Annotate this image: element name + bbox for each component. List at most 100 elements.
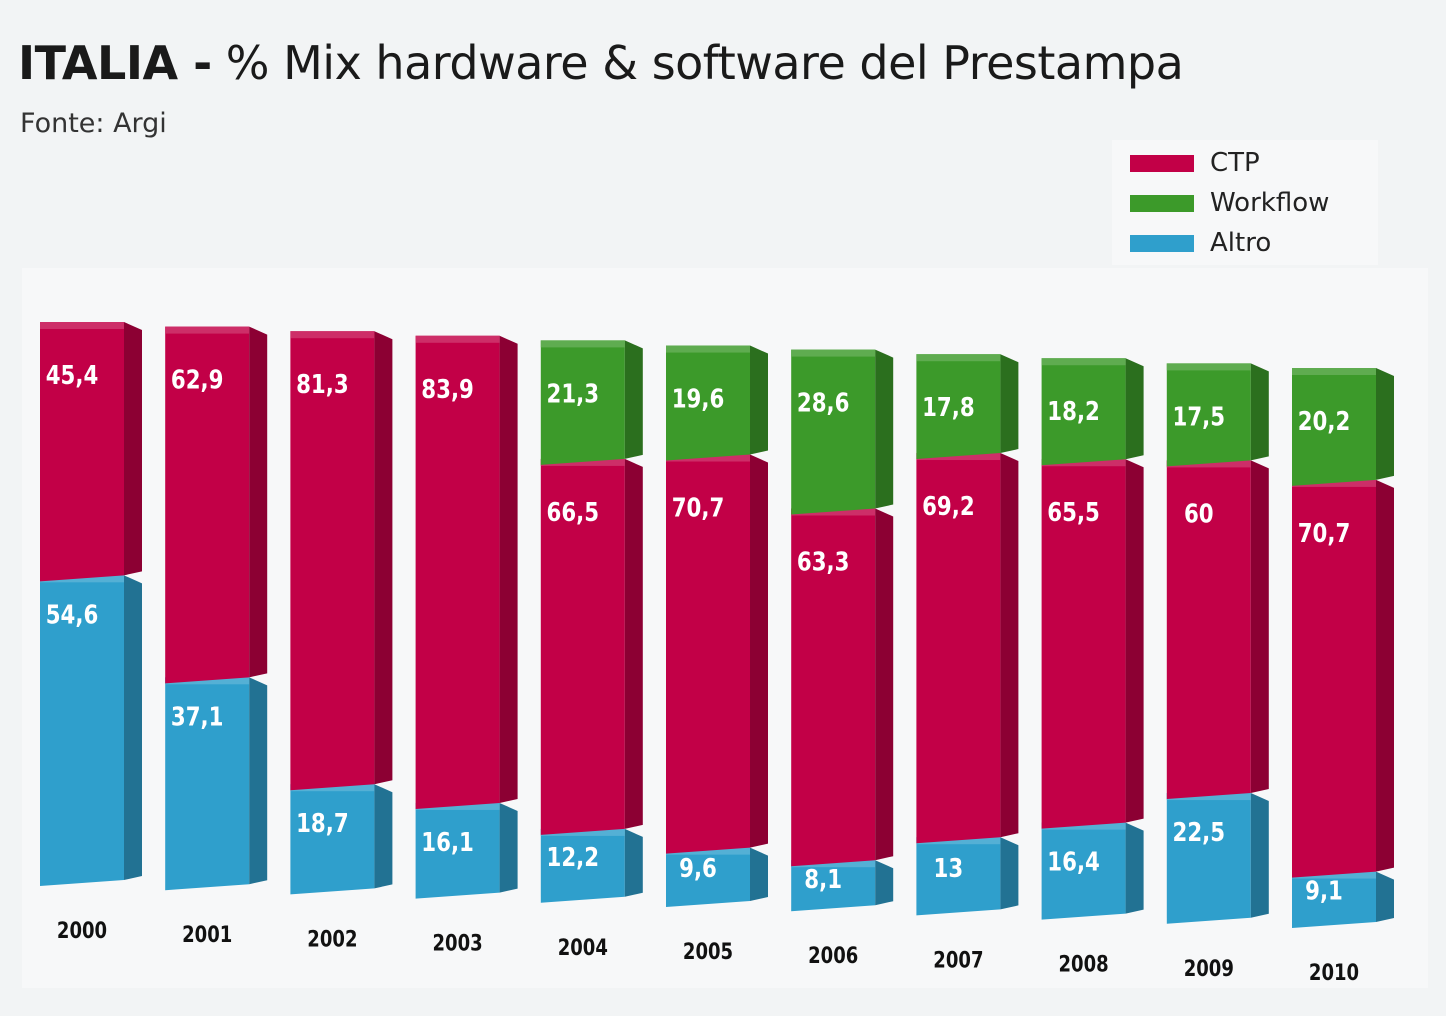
x-tick-label-2003: 2003 bbox=[433, 930, 483, 956]
bar-side-altro-2003 bbox=[499, 802, 518, 893]
bar-side-altro-2007 bbox=[1000, 837, 1019, 910]
value-label-workflow-2005: 19,6 bbox=[672, 383, 725, 414]
x-tick-label-2007: 2007 bbox=[933, 947, 983, 973]
value-label-workflow-2004: 21,3 bbox=[547, 378, 600, 409]
value-label-ctp-2005: 70,7 bbox=[672, 492, 725, 523]
legend-swatch-altro bbox=[1130, 234, 1194, 252]
legend-label-ctp: CTP bbox=[1210, 148, 1260, 178]
bar-top-ctp-2000 bbox=[40, 322, 124, 329]
legend-item-ctp: CTP bbox=[1130, 148, 1260, 178]
bar-side-ctp-2004 bbox=[624, 458, 643, 829]
bar-top-altro-2002 bbox=[290, 784, 375, 792]
bar-side-ctp-2000 bbox=[124, 322, 142, 576]
bar-side-ctp-2005 bbox=[750, 454, 768, 848]
value-label-ctp-2006: 63,3 bbox=[797, 546, 850, 577]
legend-swatch-workflow bbox=[1130, 194, 1194, 212]
x-tick-label-2009: 2009 bbox=[1184, 955, 1234, 981]
bar-altro-2003 bbox=[415, 802, 500, 899]
value-label-altro-2002: 18,7 bbox=[296, 808, 349, 839]
bar-ctp-2009 bbox=[1166, 460, 1251, 800]
title-bold: ITALIA - bbox=[18, 36, 212, 90]
value-label-altro-2000: 54,6 bbox=[46, 599, 99, 630]
bar-side-altro-2006 bbox=[875, 860, 894, 906]
bar-top-ctp-2001 bbox=[165, 326, 250, 334]
bar-side-ctp-2008 bbox=[1125, 459, 1144, 823]
bar-top-ctp-2007 bbox=[916, 453, 1001, 461]
value-label-workflow-2007: 17,8 bbox=[922, 392, 975, 423]
value-label-ctp-2001: 62,9 bbox=[171, 365, 224, 396]
bar-workflow-2007 bbox=[916, 354, 1001, 460]
bar-top-workflow-2007 bbox=[916, 354, 1001, 362]
bar-top-ctp-2010 bbox=[1292, 479, 1376, 487]
bar-side-altro-2000 bbox=[124, 575, 142, 880]
bar-altro-2000 bbox=[40, 575, 124, 886]
bar-top-workflow-2005 bbox=[666, 345, 750, 353]
bar-side-workflow-2007 bbox=[1000, 354, 1019, 454]
bar-top-altro-2006 bbox=[791, 860, 876, 868]
legend-item-workflow: Workflow bbox=[1130, 188, 1329, 218]
bar-altro-2008 bbox=[1041, 822, 1126, 920]
bar-top-altro-2009 bbox=[1166, 793, 1251, 801]
value-label-workflow-2008: 18,2 bbox=[1047, 396, 1100, 427]
bar-workflow-2010 bbox=[1292, 368, 1376, 486]
value-label-altro-2003: 16,1 bbox=[421, 827, 474, 858]
value-label-ctp-2002: 81,3 bbox=[296, 369, 349, 400]
bar-top-workflow-2010 bbox=[1292, 368, 1376, 375]
bar-side-altro-2009 bbox=[1250, 793, 1269, 918]
bar-ctp-2006 bbox=[791, 508, 876, 867]
bar-side-ctp-2001 bbox=[249, 326, 268, 678]
chart-title: ITALIA - % Mix hardware & software del P… bbox=[18, 36, 1184, 90]
bar-top-altro-2000 bbox=[40, 575, 124, 583]
bar-top-ctp-2005 bbox=[666, 454, 750, 462]
value-label-ctp-2009: 60 bbox=[1184, 498, 1214, 529]
x-tick-label-2000: 2000 bbox=[57, 917, 107, 943]
value-label-altro-2005: 9,6 bbox=[679, 853, 717, 884]
x-tick-label-2004: 2004 bbox=[558, 934, 608, 960]
bar-altro-2010 bbox=[1292, 871, 1376, 928]
value-label-ctp-2010: 70,7 bbox=[1298, 518, 1351, 549]
bar-side-ctp-2006 bbox=[875, 508, 894, 861]
bar-workflow-2006 bbox=[791, 349, 876, 515]
bar-side-ctp-2003 bbox=[499, 335, 518, 803]
x-tick-label-2005: 2005 bbox=[683, 938, 733, 964]
bar-top-ctp-2002 bbox=[290, 331, 375, 339]
value-label-altro-2007: 13 bbox=[934, 853, 964, 884]
bar-side-ctp-2002 bbox=[374, 331, 393, 785]
bar-top-ctp-2003 bbox=[415, 335, 500, 343]
bar-top-altro-2005 bbox=[666, 847, 750, 855]
value-label-altro-2010: 9,1 bbox=[1305, 876, 1343, 907]
bar-side-workflow-2006 bbox=[875, 349, 894, 509]
bar-top-altro-2004 bbox=[540, 828, 625, 836]
chart-legend: CTP Workflow Altro bbox=[1112, 140, 1378, 265]
value-label-ctp-2008: 65,5 bbox=[1047, 497, 1100, 528]
value-label-altro-2009: 22,5 bbox=[1173, 817, 1226, 848]
bar-altro-2002 bbox=[290, 784, 375, 895]
bar-top-workflow-2004 bbox=[540, 340, 625, 348]
legend-swatch-ctp bbox=[1130, 154, 1194, 172]
bar-top-ctp-2004 bbox=[540, 458, 625, 466]
value-label-altro-2001: 37,1 bbox=[171, 701, 224, 732]
bar-workflow-2009 bbox=[1166, 363, 1251, 467]
bar-workflow-2004 bbox=[540, 340, 625, 465]
bar-side-altro-2005 bbox=[750, 847, 768, 901]
bar-altro-2007 bbox=[916, 837, 1001, 916]
bar-altro-2006 bbox=[791, 860, 876, 912]
bar-top-altro-2003 bbox=[415, 802, 500, 810]
value-label-workflow-2010: 20,2 bbox=[1298, 406, 1351, 437]
bar-ctp-2004 bbox=[540, 458, 625, 835]
x-tick-label-2008: 2008 bbox=[1059, 951, 1109, 977]
x-tick-label-2002: 2002 bbox=[307, 926, 357, 952]
value-label-altro-2008: 16,4 bbox=[1047, 847, 1100, 878]
bar-side-workflow-2009 bbox=[1250, 363, 1269, 461]
bar-side-ctp-2009 bbox=[1250, 460, 1269, 794]
bar-ctp-2000 bbox=[40, 322, 124, 582]
bar-ctp-2003 bbox=[415, 335, 500, 809]
value-label-ctp-2000: 45,4 bbox=[46, 360, 99, 391]
x-tick-label-2010: 2010 bbox=[1309, 959, 1359, 985]
value-label-workflow-2006: 28,6 bbox=[797, 388, 850, 419]
bar-top-ctp-2009 bbox=[1166, 460, 1251, 468]
bar-altro-2009 bbox=[1166, 793, 1251, 924]
bar-altro-2004 bbox=[540, 828, 625, 903]
bar-top-workflow-2008 bbox=[1041, 358, 1126, 366]
